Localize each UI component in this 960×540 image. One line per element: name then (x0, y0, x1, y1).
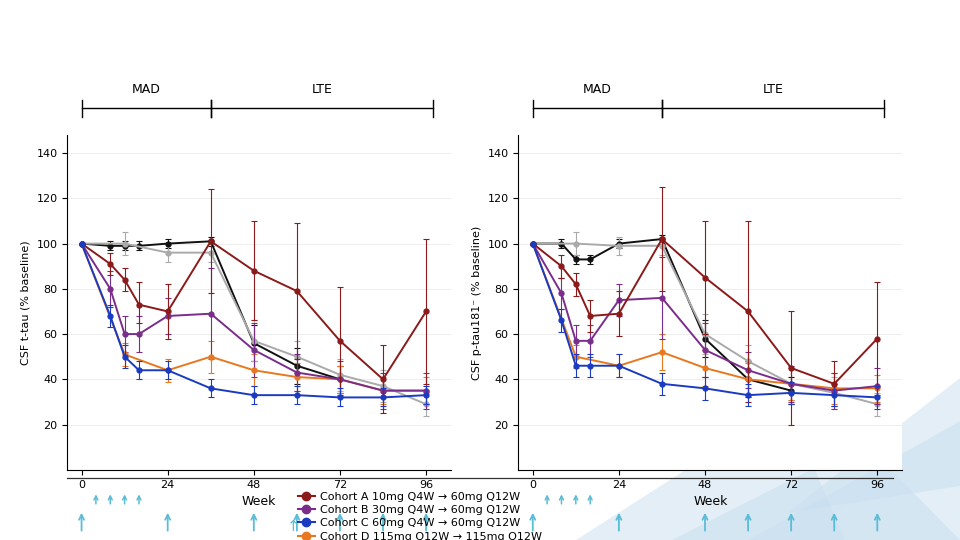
Text: ↑: ↑ (286, 518, 300, 534)
Text: MAD: MAD (583, 84, 612, 97)
Text: MAD: MAD (132, 84, 160, 97)
X-axis label: Week: Week (242, 495, 276, 508)
Legend: Cohort A 10mg Q4W → 60mg Q12W, Cohort B 30mg Q4W → 60mg Q12W, Cohort C 60mg Q4W : Cohort A 10mg Q4W → 60mg Q12W, Cohort B … (294, 487, 546, 540)
Y-axis label: CSF p-tau181⁻ (% baseline): CSF p-tau181⁻ (% baseline) (472, 225, 482, 380)
Y-axis label: CSF t-tau (% baseline): CSF t-tau (% baseline) (21, 240, 31, 364)
Text: LTE: LTE (312, 84, 332, 97)
Text: LTE: LTE (763, 84, 783, 97)
X-axis label: Week: Week (693, 495, 728, 508)
